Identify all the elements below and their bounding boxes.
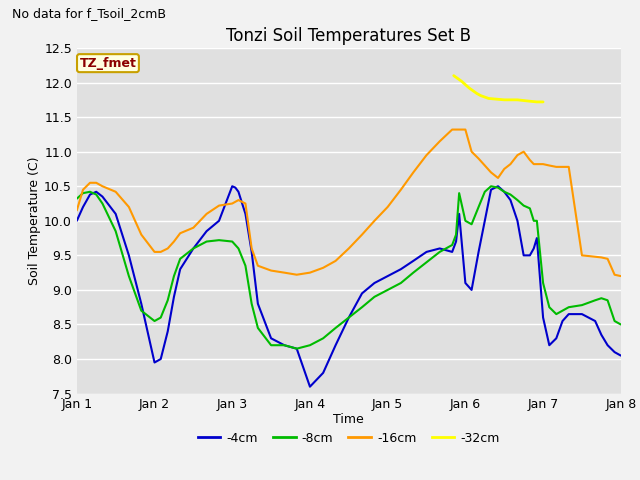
Text: No data for f_Tsoil_2cmB: No data for f_Tsoil_2cmB <box>12 7 166 20</box>
Title: Tonzi Soil Temperatures Set B: Tonzi Soil Temperatures Set B <box>227 27 471 45</box>
X-axis label: Time: Time <box>333 413 364 426</box>
Text: TZ_fmet: TZ_fmet <box>79 57 136 70</box>
Y-axis label: Soil Temperature (C): Soil Temperature (C) <box>28 156 42 285</box>
Legend: -4cm, -8cm, -16cm, -32cm: -4cm, -8cm, -16cm, -32cm <box>193 427 505 450</box>
